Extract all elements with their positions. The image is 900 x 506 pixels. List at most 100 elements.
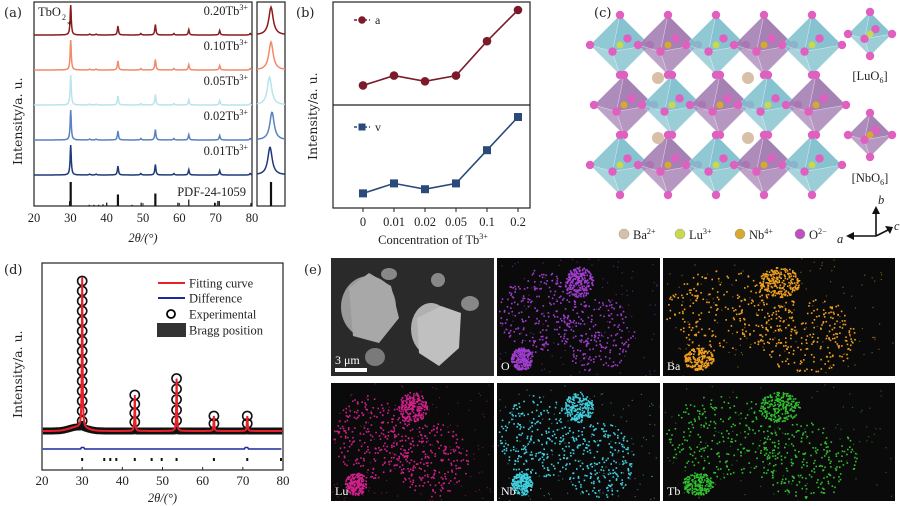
ba-ion-0 — [652, 72, 664, 84]
axis-c-label: c — [894, 219, 900, 233]
octahedron-2-3-oxygen-4 — [752, 167, 761, 176]
legend-label-1: Difference — [189, 292, 243, 306]
data-point-a-2 — [420, 77, 430, 86]
octahedron-0-0-oxygen-4 — [608, 47, 617, 56]
octahedron-1-4 — [781, 70, 851, 140]
eds-map-o: O — [497, 258, 660, 376]
x-axis-label: 2θ/(°) — [128, 231, 157, 245]
inset-peak-2 — [256, 74, 285, 105]
eds-dots — [666, 258, 894, 376]
x-tick-label-3: 0.05 — [445, 215, 467, 229]
panel-label-d: (d) — [4, 263, 23, 278]
octahedron-2-2-oxygen-0 — [711, 130, 721, 140]
octahedron-0-1-oxygen-5 — [671, 34, 680, 43]
series-line-v — [362, 116, 519, 195]
axis-c-line — [875, 229, 889, 237]
octahedron-2-3-oxygen-1 — [759, 190, 769, 200]
lu-octahedron-example-face-3 — [864, 33, 893, 57]
octahedron-0-3-oxygen-4 — [752, 47, 761, 56]
eds-dots — [664, 384, 893, 501]
panel-label-c: (c) — [594, 6, 612, 21]
octahedron-1-4-oxygen-5 — [819, 94, 828, 103]
octahedron-2-1-oxygen-1 — [663, 190, 673, 200]
octahedron-0-0-oxygen-5 — [623, 34, 632, 43]
lu-octahedron-example-oxygen-3 — [887, 29, 897, 39]
bragg-position-3 — [115, 458, 118, 461]
nb-octahedron-example — [843, 108, 897, 162]
legend-label-Ba: Ba2+ — [633, 227, 656, 242]
lu-octahedron-example-cation — [866, 30, 874, 38]
octahedron-2-2-oxygen-5 — [719, 154, 728, 163]
x-tick-label-1: 0.01 — [383, 215, 405, 229]
panel-b-line-chart: a v 0 0.01 0.02 0.05 0.1 0.2 Concentration of Tb… — [332, 1, 531, 247]
eds-map-label: Tb — [667, 484, 681, 498]
octahedron-1-1-oxygen-4 — [660, 107, 669, 116]
octahedron-1-2-face-3 — [712, 104, 751, 136]
eds-map-ba: Ba — [663, 258, 895, 376]
x-tick-label-1: 30 — [64, 211, 77, 225]
nb-octahedron-example-oxygen-1 — [865, 152, 875, 162]
octahedron-2-1-face-3 — [660, 164, 699, 196]
bragg-position-9 — [246, 458, 249, 461]
x-tick-label-4: 60 — [173, 211, 186, 225]
octahedron-2-3-oxygen-2 — [729, 160, 739, 170]
octahedron-2-0-oxygen-2 — [585, 160, 595, 170]
series-label-0: 0.20Tb3+ — [204, 3, 249, 18]
octahedron-0-2-oxygen-2 — [681, 40, 691, 50]
reference-label: PDF-24-1059 — [177, 185, 246, 199]
legend-marker-v — [358, 123, 366, 131]
octahedron-2-4 — [777, 130, 847, 200]
octahedron-2-0-oxygen-4 — [608, 167, 617, 176]
octahedron-2-4-oxygen-5 — [815, 154, 824, 163]
bragg-position-7 — [175, 458, 178, 461]
octahedron-2-3-cation — [760, 161, 768, 169]
nb-octahedron-example-cation — [866, 131, 874, 139]
octahedron-1-0-oxygen-0 — [619, 70, 629, 80]
experimental-point-0-2 — [76, 405, 88, 417]
octahedron-1-3-face-3 — [760, 104, 799, 136]
x-tick-label-2: 0.02 — [414, 215, 436, 229]
inset-peak-1 — [256, 39, 286, 70]
panel-c-crystal-structure: [LuO6] [NbO6] Ba2+ Lu3+ Nb4+ O2− b a c — [585, 7, 900, 246]
legend-ion-Ba — [618, 228, 630, 240]
legend-label-v: v — [375, 120, 381, 134]
octahedron-0-4-oxygen-5 — [815, 34, 824, 43]
x-tick-label-0: 0 — [360, 215, 366, 229]
octahedron-1-4-oxygen-0 — [811, 70, 821, 80]
x-tick-label-5: 70 — [236, 473, 249, 488]
octahedron-0-4-face-3 — [804, 44, 843, 76]
series-line-4 — [34, 144, 253, 176]
series-label-4: 0.01Tb3+ — [204, 143, 249, 158]
data-point-v-1 — [390, 179, 398, 188]
octahedron-1-0-face-3 — [616, 104, 655, 136]
lu-octahedron-example-oxygen-2 — [843, 29, 853, 39]
octahedron-0-0-face-3 — [612, 44, 651, 76]
bragg-position-10 — [279, 458, 282, 461]
octahedron-1-3-cation — [764, 101, 772, 109]
nb-octahedron-example-oxygen-0 — [865, 108, 875, 118]
series-line-a — [362, 9, 519, 87]
lu-octahedron-example-oxygen-0 — [865, 7, 875, 17]
octahedron-2-0-face-3 — [612, 164, 651, 196]
eds-map-label: O — [501, 359, 510, 373]
legend-label-3: Bragg position — [189, 324, 264, 338]
axis-a-arrow — [846, 232, 854, 240]
data-point-a-1 — [389, 71, 399, 80]
data-point-v-0 — [359, 189, 367, 198]
particle-4 — [461, 296, 479, 311]
octahedron-2-3-oxygen-5 — [767, 154, 776, 163]
axis-b-label: b — [878, 193, 884, 207]
octahedron-0-0-cation — [616, 41, 624, 49]
series-line-2 — [34, 74, 253, 106]
data-point-a-3 — [451, 71, 461, 80]
data-point-v-3 — [452, 179, 460, 188]
nb-octahedron-example-oxygen-2 — [843, 130, 853, 140]
x-tick-label-6: 80 — [277, 473, 290, 488]
octahedron-1-4-oxygen-4 — [804, 107, 813, 116]
legend-label-0: Fitting curve — [189, 277, 254, 291]
octahedron-1-2 — [685, 70, 755, 140]
lu-octahedron-example-oxygen-5 — [871, 24, 880, 34]
octahedron-1-1-cation — [668, 101, 676, 109]
bragg-position-4 — [133, 458, 136, 461]
octahedron-2-3-face-3 — [756, 164, 795, 196]
